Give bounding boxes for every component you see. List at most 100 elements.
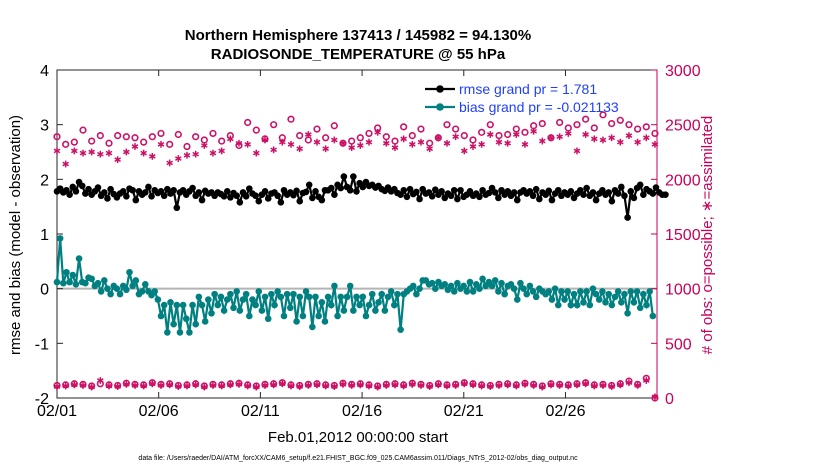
rmse-point — [400, 186, 408, 194]
assimilated-point — [469, 143, 477, 150]
bias-point — [381, 307, 389, 314]
bias-point — [192, 320, 200, 328]
possible-point — [400, 123, 408, 131]
possible-point — [616, 116, 624, 124]
legend-marker — [436, 103, 444, 111]
bias-point — [132, 277, 140, 284]
bias-point — [372, 307, 379, 314]
assimilated-point — [296, 145, 303, 153]
bias-point — [230, 304, 237, 312]
bias-point — [551, 285, 559, 292]
assimilated_low-point — [651, 393, 659, 401]
assimilated-point — [166, 159, 173, 167]
assimilated-point — [642, 134, 650, 142]
assimilated_low-point — [244, 382, 251, 390]
bias-point — [157, 312, 165, 320]
rmse-point — [277, 198, 285, 206]
bias-point — [167, 299, 174, 306]
bias-point — [170, 320, 177, 328]
bias-point — [211, 290, 218, 298]
rmse-point — [513, 196, 521, 204]
bias-point — [646, 288, 653, 295]
possible-point — [642, 123, 650, 131]
assimilated_low-point — [330, 383, 338, 390]
bias-point — [277, 293, 285, 301]
assimilated-point — [400, 135, 407, 143]
bias-point — [343, 293, 351, 301]
bias-point — [346, 282, 354, 290]
x-tick-label: 02/06 — [139, 403, 179, 420]
rmse-point — [242, 192, 250, 200]
bias-point — [618, 299, 625, 306]
rmse-point — [605, 189, 612, 196]
bias-point — [397, 326, 404, 333]
rmse-point — [536, 195, 543, 203]
rmse-point — [132, 196, 140, 204]
y-tick-label-right: 0 — [665, 391, 674, 408]
bias-line — [55, 238, 654, 333]
rmse-point — [416, 195, 423, 203]
bias-point — [327, 301, 335, 309]
assimilated_low-point — [530, 382, 537, 389]
rmse-point — [312, 188, 319, 195]
bias-point — [624, 309, 631, 317]
assimilated_low-point — [556, 382, 563, 389]
possible-point — [564, 124, 572, 132]
bias-point — [104, 285, 111, 292]
assimilated_low-point — [452, 382, 459, 389]
bias-point — [173, 301, 181, 309]
assimilated-point — [88, 148, 95, 156]
possible-point — [391, 137, 399, 145]
assimilated_low-point — [616, 381, 624, 389]
bias-point — [318, 299, 326, 306]
possible-point — [426, 139, 434, 147]
y-tick-label-left: 4 — [40, 63, 49, 80]
bias-point — [640, 290, 647, 298]
assimilated-point — [339, 139, 347, 147]
assimilated_low-point — [469, 381, 477, 389]
assimilated-point — [192, 150, 199, 158]
bias-point — [239, 296, 247, 303]
bias-point — [309, 323, 316, 331]
bias-point — [517, 279, 524, 287]
assimilated-point — [530, 127, 537, 135]
y-axis-label-right: # of obs: o=possible; ∗=assimilated — [699, 116, 716, 355]
bias-point — [205, 296, 212, 303]
rmse-point — [94, 184, 102, 191]
bias-point — [409, 282, 417, 290]
assimilated-point — [616, 138, 624, 146]
bias-point — [141, 280, 149, 288]
rmse-point — [170, 186, 177, 194]
assimilated_low-point — [278, 380, 286, 388]
bias-point — [154, 296, 162, 303]
assimilated-point — [582, 131, 589, 138]
possible-point — [218, 137, 226, 145]
bias-point — [432, 285, 439, 292]
assimilated_low-point — [374, 383, 381, 391]
assimilated_low-point — [460, 380, 468, 388]
rmse-point — [353, 188, 360, 195]
bias-point — [378, 290, 386, 298]
assimilated_low-point — [642, 377, 650, 384]
chart-title: Northern Hemisphere 137413 / 145982 = 94… — [185, 27, 531, 44]
bias-point — [113, 285, 121, 292]
bias-point — [561, 296, 568, 303]
legend-label: bias grand pr = -0.021133 — [459, 99, 619, 115]
possible-point — [304, 136, 312, 144]
assimilated_low-point — [564, 382, 572, 390]
rmse-point — [346, 186, 354, 194]
bias-point — [469, 288, 477, 295]
bias-point — [595, 296, 603, 303]
assimilated_low-point — [426, 383, 433, 390]
bias-point — [236, 307, 244, 314]
bias-point — [315, 312, 322, 320]
rmse-point — [66, 191, 73, 198]
assimilated_low-point — [521, 380, 529, 388]
bias-point — [227, 290, 234, 298]
possible-point — [131, 134, 139, 142]
assimilated-point — [226, 135, 234, 143]
possible-point — [140, 138, 148, 146]
bias-point — [520, 285, 527, 292]
assimilated_low-point — [382, 382, 390, 389]
